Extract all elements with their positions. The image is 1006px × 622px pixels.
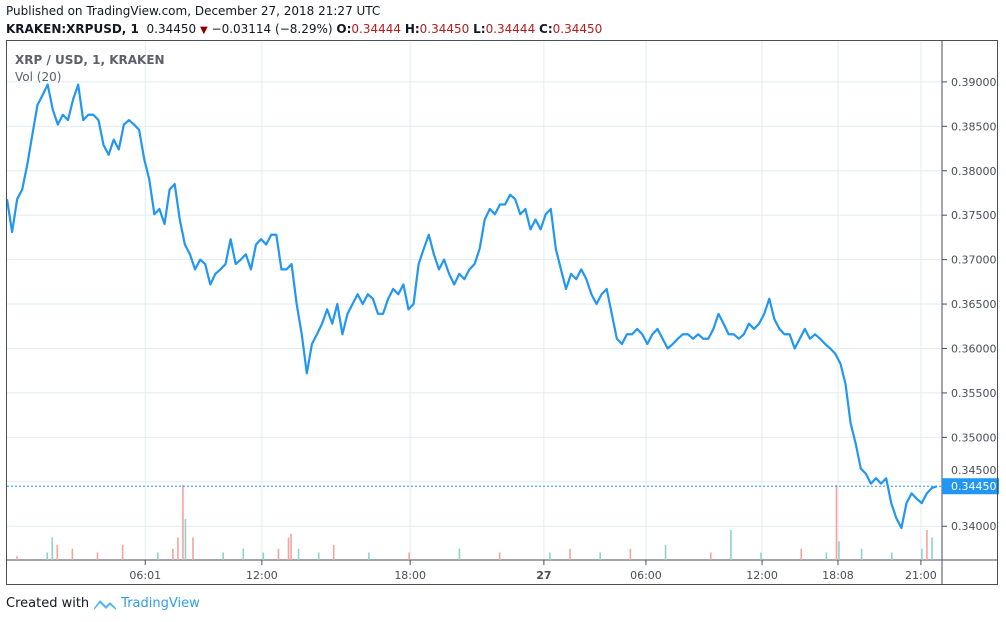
volume-bar [332, 545, 335, 560]
volume-bar [760, 552, 762, 560]
chart-frame [6, 40, 998, 585]
volume-bar [16, 556, 18, 560]
volume-bar [96, 552, 99, 560]
volume-bar [277, 548, 280, 560]
volume-bar [182, 485, 184, 560]
volume-bar [825, 552, 828, 560]
volume-bar [498, 552, 501, 560]
volume-bar [157, 552, 159, 560]
volume-bar [71, 548, 74, 560]
y-tick-label: 0.35500 [951, 387, 997, 400]
volume-bar [192, 537, 194, 560]
volume-bar [664, 545, 667, 560]
volume-bar [287, 537, 290, 560]
volume-legend[interactable]: Vol (20) [15, 70, 62, 84]
y-tick-label: 0.35000 [951, 431, 997, 444]
close-label: C: [539, 22, 553, 36]
x-tick-label: 18:00 [394, 569, 426, 582]
volume-bar [569, 548, 571, 560]
volume-bar [549, 552, 551, 560]
down-triangle-icon: ▼ [199, 25, 208, 36]
volume-bar [262, 552, 265, 560]
volume-bar [56, 545, 59, 560]
tradingview-logo-icon [94, 599, 117, 610]
x-tick-label: 18:08 [822, 569, 854, 582]
volume-bar [368, 552, 370, 560]
volume-bar [800, 548, 803, 560]
y-tick-label: 0.39000 [951, 76, 997, 89]
volume-bar [730, 530, 732, 560]
volume-bar [599, 552, 601, 560]
last-price-tag [942, 478, 999, 495]
volume-bar [835, 485, 838, 560]
y-tick-label: 0.34500 [951, 464, 997, 477]
volume-bar [172, 548, 174, 560]
volume-bar [458, 548, 461, 560]
volume-bar [926, 530, 928, 560]
y-tick-label: 0.37500 [951, 209, 997, 222]
x-tick-label: 21:00 [905, 569, 937, 582]
volume-bar [222, 552, 224, 560]
y-tick-label: 0.36500 [951, 298, 997, 311]
x-tick-label: 12:00 [246, 569, 278, 582]
last-price: 0.34450 [146, 22, 197, 36]
low-label: L: [473, 22, 486, 36]
y-tick-label: 0.38000 [951, 165, 997, 178]
volume-bar [297, 548, 300, 560]
volume-bar [51, 537, 54, 560]
created-with-text: Created with [6, 596, 90, 611]
volume-bar [931, 537, 933, 560]
volume-bar [121, 545, 124, 560]
published-info: Published on TradingView.com, December 2… [6, 4, 381, 18]
volume-bar [838, 541, 840, 560]
open-value: 0.34444 [351, 22, 401, 36]
volume-bar [921, 548, 923, 560]
close-value: 0.34450 [552, 22, 603, 36]
footer: Created with TradingView [6, 596, 200, 611]
price-line [5, 83, 938, 530]
volume-bar [177, 537, 179, 560]
volume-bar [290, 533, 292, 560]
volume-bar [317, 552, 320, 560]
volume-bar [242, 548, 245, 560]
last-price-label: 0.34450 [951, 480, 997, 493]
low-value: 0.34444 [485, 22, 536, 36]
x-tick-label: 06:01 [129, 569, 161, 582]
volume-bar [709, 552, 712, 560]
volume-bar [408, 552, 410, 560]
volume-bar [860, 548, 863, 560]
volume-bar [46, 552, 49, 560]
y-tick-label: 0.36000 [951, 342, 997, 355]
symbol-info-bar: KRAKEN:XRPUSD, 1 0.34450 ▼ −0.03114 (−8.… [6, 22, 602, 36]
open-label: O: [336, 22, 352, 36]
x-tick-label: 06:00 [630, 569, 662, 582]
y-tick-label: 0.34000 [951, 520, 997, 533]
tradingview-link[interactable]: TradingView [121, 596, 200, 611]
x-tick-label: 27 [536, 569, 551, 582]
volume-bar [629, 548, 632, 560]
series-legend[interactable]: XRP / USD, 1, KRAKEN [15, 53, 165, 67]
high-value: 0.34450 [419, 22, 470, 36]
y-tick-label: 0.37000 [951, 254, 997, 267]
volume-bar [890, 552, 893, 560]
symbol-name: KRAKEN:XRPUSD, 1 [6, 22, 139, 36]
volume-bar [184, 518, 187, 560]
price-change: −0.03114 (−8.29%) [211, 22, 333, 36]
high-label: H: [404, 22, 420, 36]
x-tick-label: 12:00 [746, 569, 778, 582]
y-tick-label: 0.38500 [951, 120, 997, 133]
